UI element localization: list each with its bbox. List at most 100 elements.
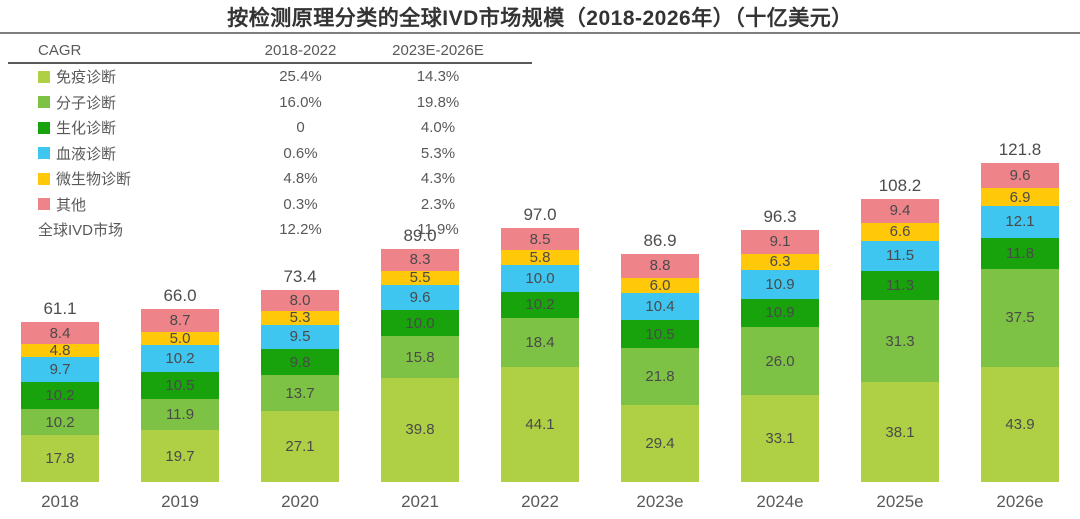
bar-total-label: 73.4 — [283, 266, 317, 286]
x-axis-label: 2020 — [281, 492, 319, 511]
bar-segment-biochemical-diagnostics: 10.9 — [741, 298, 819, 328]
bar-stack: 8.5 5.8 10.0 10.2 18.4 44.1 — [501, 227, 579, 482]
bar-stack: 9.1 6.3 10.9 10.9 26.0 33.1 — [741, 229, 819, 482]
bar-segment-microbiology-diagnostics: 5.0 — [141, 331, 219, 346]
bar-total-label: 61.1 — [43, 299, 77, 319]
cagr-legend-table: CAGR 2018-2022 2023E-2026E 免疫诊断 25.4% 14.3… — [8, 38, 532, 243]
bar-segment-molecular-diagnostics: 18.4 — [501, 318, 579, 367]
bar-segment-immunoassay-diagnostics: 43.9 — [981, 367, 1059, 482]
cagr-value-2018-2022: 0.6% — [283, 144, 318, 162]
legend-label-cell: 血液诊断 — [8, 143, 238, 164]
cagr-row-immunoassay-diagnostics: 免疫诊断 25.4% 14.3% — [8, 64, 532, 90]
bar-total-label: 66.0 — [163, 286, 197, 306]
bar-segment-hematology-diagnostics: 9.6 — [381, 284, 459, 311]
bar-segment-microbiology-diagnostics: 6.9 — [981, 188, 1059, 207]
cagr-value-2023-2026: 19.8% — [416, 93, 460, 111]
bar-segment-hematology-diagnostics: 10.2 — [141, 345, 219, 372]
bar-segment-immunoassay-diagnostics: 44.1 — [501, 366, 579, 482]
bar-segment-biochemical-diagnostics: 10.2 — [501, 291, 579, 319]
x-axis-label: 2018 — [41, 492, 79, 511]
bar-segment-hematology-diagnostics: 10.9 — [741, 270, 819, 299]
bar-segment-molecular-diagnostics: 13.7 — [261, 375, 339, 411]
bar-segment-hematology-diagnostics: 11.5 — [861, 240, 939, 271]
legend-label-cell: 其他 — [8, 194, 238, 215]
legend-label: 微生物诊断 — [56, 171, 132, 189]
bar-segment-molecular-diagnostics: 11.9 — [141, 399, 219, 431]
bar-segment-microbiology-diagnostics: 5.3 — [261, 310, 339, 325]
legend-label: 免疫诊断 — [56, 69, 117, 87]
legend-label: 血液诊断 — [56, 145, 117, 163]
bar-column-2022: 97.0 8.5 5.8 10.0 10.2 18.4 44.1 2022 — [480, 125, 600, 519]
bar-segment-other: 9.1 — [741, 229, 819, 254]
x-axis-label: 2019 — [161, 492, 199, 511]
bar-segment-biochemical-diagnostics: 9.8 — [261, 349, 339, 376]
x-axis-label: 2023e — [636, 492, 684, 511]
bar-segment-immunoassay-diagnostics: 19.7 — [141, 430, 219, 482]
cagr-value-2023-2026: 4.3% — [420, 170, 456, 188]
stacked-bar-chart: 61.1 8.4 4.8 9.7 10.2 10.2 17.8 2018 66.0 8.7 5.0 1… — [0, 125, 1080, 519]
bar-stack: 8.7 5.0 10.2 10.5 11.9 19.7 — [141, 309, 219, 482]
bar-segment-microbiology-diagnostics: 5.8 — [501, 250, 579, 266]
cagr-row-microbiology-diagnostics: 微生物诊断 4.8% 4.3% — [8, 166, 532, 192]
bar-segment-microbiology-diagnostics: 5.5 — [381, 270, 459, 285]
cagr-value-2023-2026: 11.9% — [417, 221, 459, 239]
legend-label: 分子诊断 — [56, 94, 117, 112]
bar-segment-other: 8.0 — [261, 289, 339, 311]
molecular-diagnostics-legend-swatch-icon — [38, 96, 50, 109]
bar-segment-molecular-diagnostics: 10.2 — [21, 408, 99, 436]
bar-segment-molecular-diagnostics: 21.8 — [621, 347, 699, 405]
bar-segment-microbiology-diagnostics: 4.8 — [21, 343, 99, 358]
bar-column-2026e: 121.8 9.6 6.9 12.1 11.8 37.5 43.9 2026e — [960, 125, 1080, 519]
bar-segment-other: 8.7 — [141, 309, 219, 332]
bar-column-2023e: 86.9 8.8 6.0 10.4 10.5 21.8 29.4 2023e — [600, 125, 720, 519]
bar-segment-immunoassay-diagnostics: 38.1 — [861, 382, 939, 482]
bar-segment-biochemical-diagnostics: 10.0 — [381, 310, 459, 337]
bar-total-label: 108.2 — [878, 175, 922, 195]
bar-segment-hematology-diagnostics: 9.7 — [21, 356, 99, 383]
cagr-row-other: 其他 0.3% 2.3% — [8, 192, 532, 218]
hematology-diagnostics-legend-swatch-icon — [38, 147, 50, 160]
bar-segment-microbiology-diagnostics: 6.0 — [621, 277, 699, 294]
bar-total-label: 86.9 — [643, 231, 677, 251]
bar-segment-biochemical-diagnostics: 10.5 — [621, 320, 699, 348]
cagr-value-2018-2022: 0.3% — [283, 195, 318, 213]
cagr-value-2018-2022: 16.0% — [279, 93, 322, 111]
bar-stack: 8.3 5.5 9.6 10.0 15.8 39.8 — [381, 248, 459, 482]
bar-segment-immunoassay-diagnostics: 27.1 — [261, 411, 339, 482]
bar-segment-biochemical-diagnostics: 10.5 — [141, 371, 219, 400]
cagr-row-hematology-diagnostics: 血液诊断 0.6% 5.3% — [8, 141, 532, 167]
chart-title: 按检测原理分类的全球IVD市场规模（2018-2026年）（十亿美元） — [227, 7, 853, 30]
cagr-value-2023-2026: 14.3% — [416, 68, 460, 86]
bar-stack: 9.6 6.9 12.1 11.8 37.5 43.9 — [981, 162, 1059, 482]
legend-label-cell: 生化诊断 — [8, 117, 238, 138]
cagr-row-biochemical-diagnostics: 生化诊断 0 4.0% — [8, 115, 532, 141]
cagr-row-global-ivd-market: 全球IVD市场 12.2% 11.9% — [8, 217, 532, 243]
cagr-value-2023-2026: 4.0% — [420, 119, 456, 137]
cagr-value-2018-2022: 25.4% — [279, 68, 322, 86]
cagr-row-molecular-diagnostics: 分子诊断 16.0% 19.8% — [8, 90, 532, 116]
bar-segment-biochemical-diagnostics: 11.8 — [981, 237, 1059, 269]
bar-segment-immunoassay-diagnostics: 17.8 — [21, 435, 99, 482]
cagr-value-2018-2022: 12.2% — [279, 221, 322, 239]
x-axis-label: 2025e — [876, 492, 924, 511]
bar-segment-hematology-diagnostics: 12.1 — [981, 206, 1059, 238]
table-header-rule — [8, 62, 532, 64]
x-axis-label: 2021 — [401, 492, 439, 511]
legend-label: 其他 — [56, 196, 87, 214]
bar-segment-immunoassay-diagnostics: 33.1 — [741, 395, 819, 482]
legend-label-cell: 全球IVD市场 — [8, 219, 238, 240]
bar-column-2025e: 108.2 9.4 6.6 11.5 11.3 31.3 38.1 2025e — [840, 125, 960, 519]
bar-stack: 8.0 5.3 9.5 9.8 13.7 27.1 — [261, 289, 339, 482]
bar-segment-other: 8.4 — [21, 322, 99, 345]
bar-segment-molecular-diagnostics: 15.8 — [381, 336, 459, 378]
bar-segment-other: 8.3 — [381, 248, 459, 271]
bar-column-2024e: 96.3 9.1 6.3 10.9 10.9 26.0 33.1 2024e — [720, 125, 840, 519]
bar-segment-immunoassay-diagnostics: 39.8 — [381, 377, 459, 482]
other-legend-swatch-icon — [38, 198, 50, 211]
bar-total-label: 121.8 — [998, 139, 1042, 159]
cagr-header-period-2: 2023E-2026E — [392, 41, 484, 59]
cagr-value-2023-2026: 2.3% — [420, 195, 456, 213]
bar-segment-hematology-diagnostics: 10.4 — [621, 293, 699, 321]
cagr-value-2018-2022: 0 — [296, 119, 305, 137]
